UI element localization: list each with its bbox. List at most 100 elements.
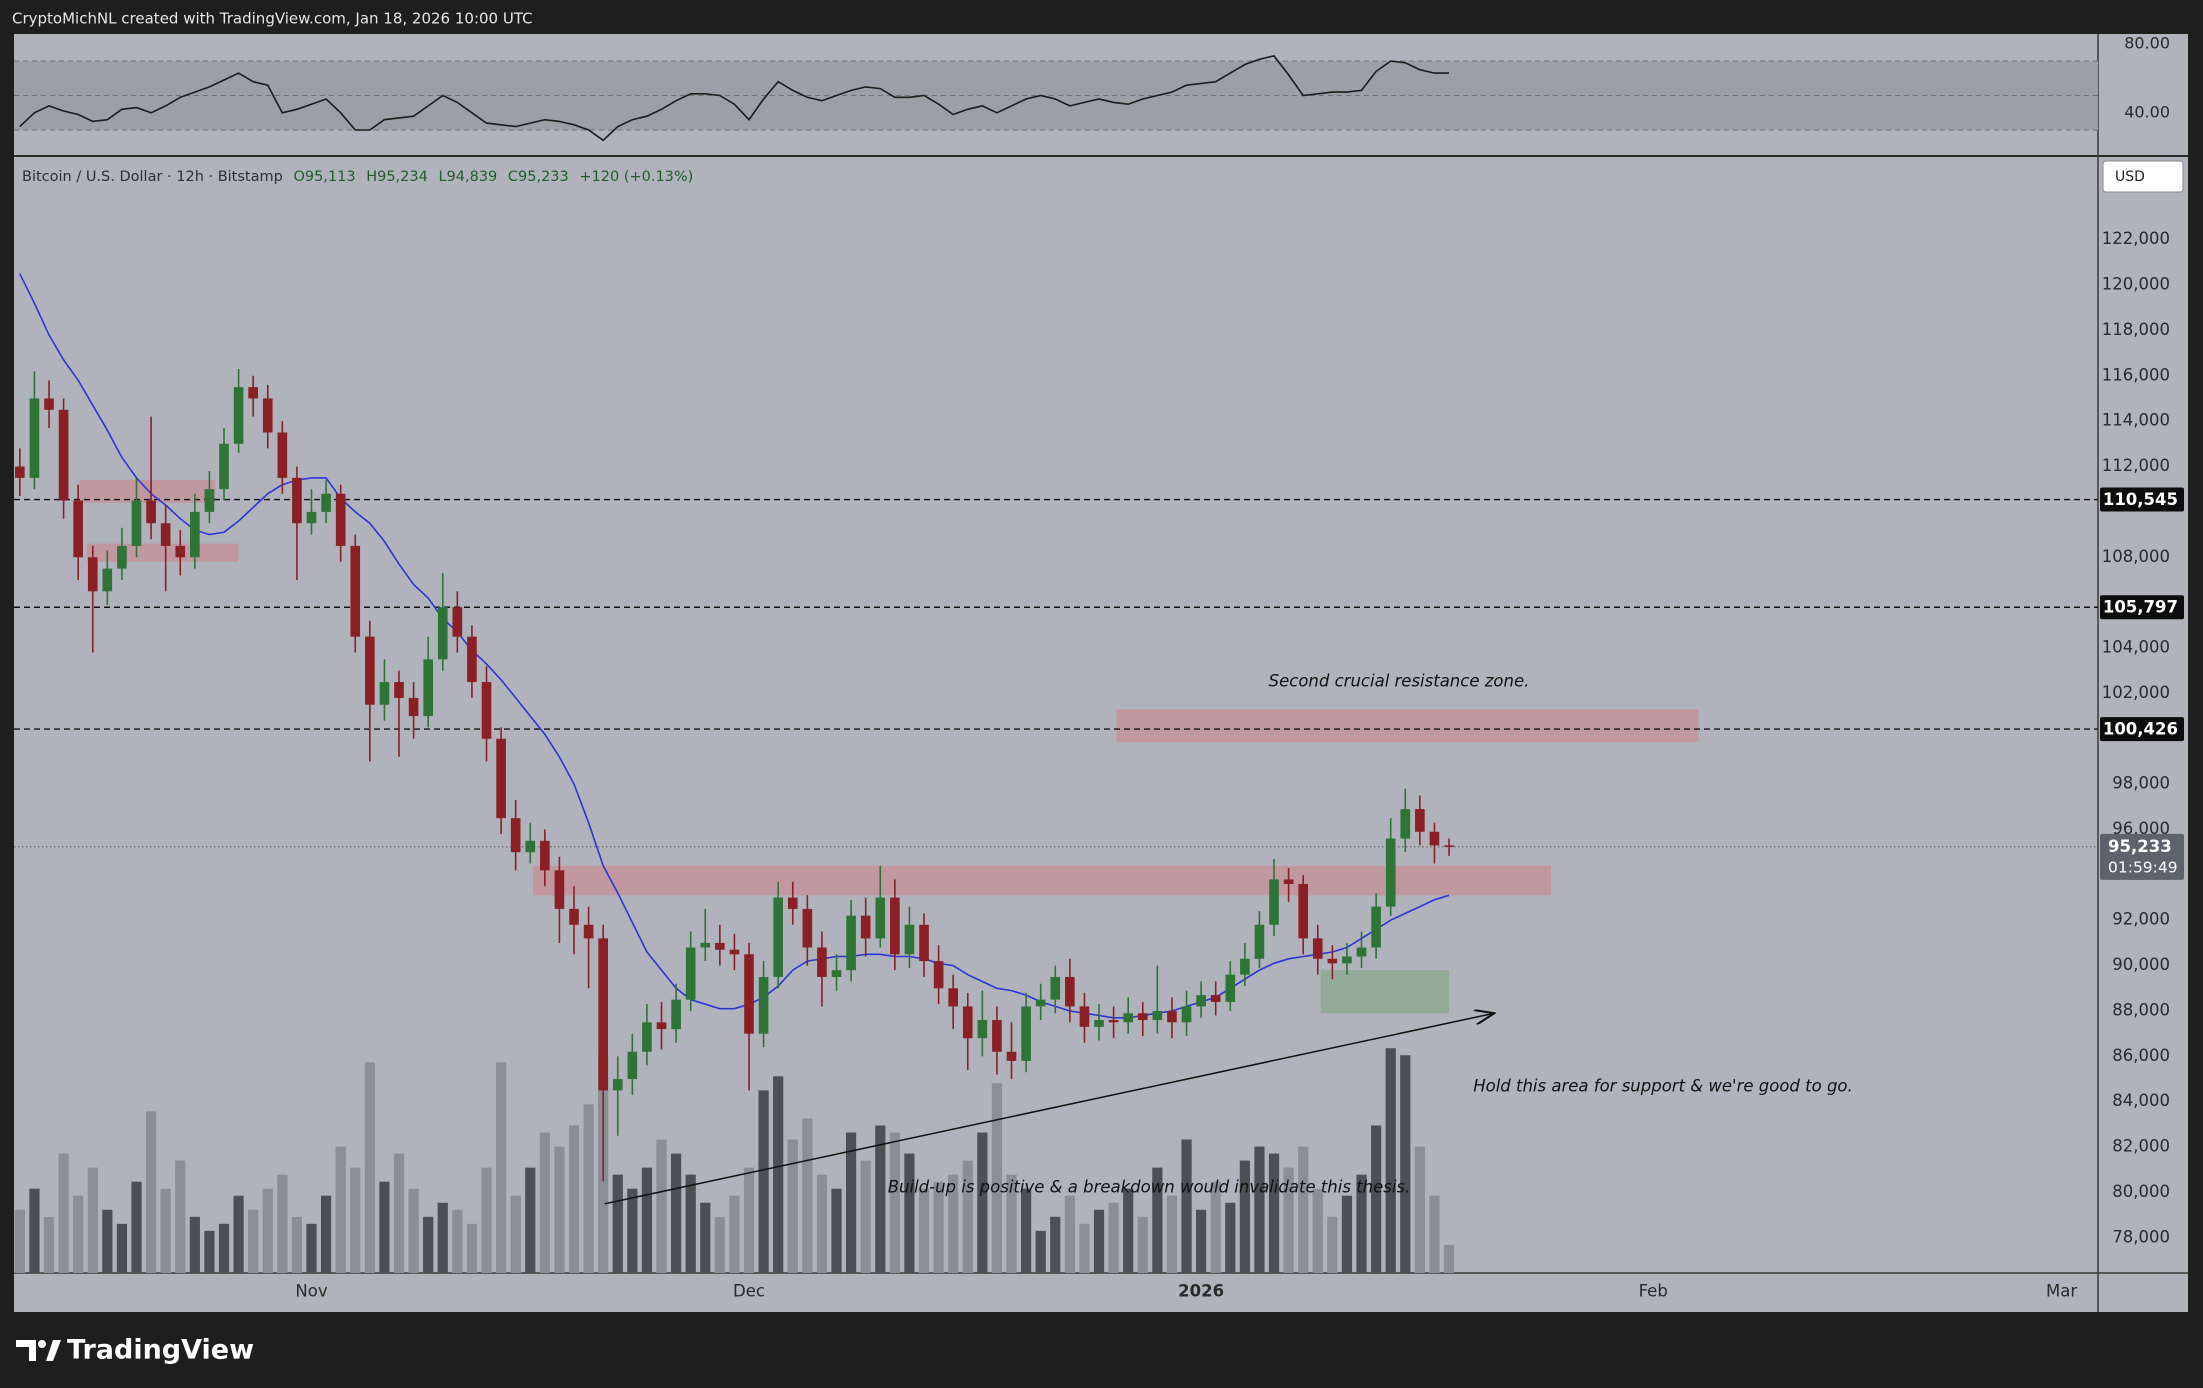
price-zone <box>533 865 1552 896</box>
candle-body <box>846 915 856 971</box>
volume-bar <box>1414 1146 1425 1273</box>
candle-body <box>292 477 302 524</box>
candle-body <box>700 942 711 948</box>
x-tick-label: Nov <box>295 1282 327 1301</box>
volume-bar <box>1196 1209 1207 1273</box>
candle-body <box>1356 947 1367 957</box>
volume-bar <box>743 1167 755 1273</box>
candle-body <box>394 682 404 698</box>
status-line: Bitcoin / U.S. Dollar · 12h · Bitstamp O… <box>22 169 693 185</box>
volume-bar <box>248 1209 259 1273</box>
logo-dot <box>38 1340 46 1348</box>
rsi-plot <box>14 55 2098 142</box>
volume-bar <box>350 1167 361 1273</box>
volume-bar <box>889 1132 900 1273</box>
currency-button[interactable] <box>2102 160 2184 193</box>
volume-bar <box>1181 1139 1192 1273</box>
candle-body <box>1065 976 1075 1007</box>
axes: 80.00 40.00 122,000 120,000 118,000 116,000 11… <box>295 33 2184 1301</box>
volume-bar <box>875 1125 886 1273</box>
candle-body <box>15 466 25 478</box>
candle-body <box>1152 1010 1163 1021</box>
volume-bar <box>962 1160 973 1273</box>
candle-body <box>350 545 361 637</box>
volume-bar <box>1093 1209 1105 1273</box>
volume-bar <box>218 1223 230 1273</box>
candle-body <box>1429 831 1440 846</box>
candle-body <box>423 659 433 717</box>
candle-body <box>992 1020 1002 1052</box>
candle-body <box>525 840 536 853</box>
y-tick-label: 112,000 <box>2102 456 2170 475</box>
volume-bar <box>87 1167 98 1273</box>
volume-bar <box>685 1174 696 1273</box>
candle-body <box>1108 1020 1119 1023</box>
candle-body <box>146 500 156 524</box>
candle-body <box>58 409 69 501</box>
volume-bar <box>714 1216 725 1273</box>
logo-mark <box>46 1340 61 1361</box>
candle-body <box>875 897 886 939</box>
candle-body <box>262 398 273 433</box>
y-tick-label: 114,000 <box>2102 411 2170 430</box>
candle-body <box>1312 938 1323 959</box>
volume-bar <box>1035 1230 1046 1273</box>
volume-bar <box>991 1083 1003 1273</box>
candle-body <box>627 1051 638 1080</box>
candle-body <box>1327 958 1338 964</box>
volume-bar <box>525 1167 536 1273</box>
candle-body <box>510 818 521 853</box>
candle-body <box>933 961 944 989</box>
rsi-tick-label: 80.00 <box>2124 33 2170 52</box>
volume-bar <box>1312 1188 1323 1273</box>
candle-body <box>1444 845 1454 847</box>
candle-body <box>1123 1013 1134 1023</box>
level-tag-label: 105,797 <box>2103 598 2178 617</box>
volume-bar <box>204 1230 215 1273</box>
candle-body <box>379 682 390 705</box>
candle-body <box>204 489 215 512</box>
volume-bar <box>306 1223 317 1273</box>
candle-body <box>569 908 579 925</box>
candle-body <box>496 738 506 819</box>
volume-bar <box>1225 1202 1236 1273</box>
candle-body <box>583 924 594 939</box>
volume-bar <box>641 1167 653 1273</box>
symbol: Bitcoin / U.S. Dollar · 12h · Bitstamp <box>22 169 283 185</box>
y-tick-label: 104,000 <box>2102 638 2170 657</box>
volume-bar <box>1079 1223 1090 1273</box>
candle-body <box>190 511 200 558</box>
y-tick-label: 96,000 <box>2112 819 2170 838</box>
candle-body <box>1079 1006 1090 1027</box>
candle-body <box>671 999 681 1030</box>
candle-body <box>656 1022 667 1030</box>
candle-body <box>685 947 696 1000</box>
candle-body <box>1342 956 1352 964</box>
candle-body <box>1050 976 1061 1000</box>
chart-background <box>14 34 2188 1312</box>
candle-body <box>248 387 258 399</box>
candle-body <box>29 398 40 478</box>
volume-bar <box>758 1090 769 1273</box>
candle-body <box>890 897 900 955</box>
candle-body <box>1094 1020 1104 1027</box>
currency-label[interactable]: USD <box>2115 169 2145 185</box>
volume-bar <box>364 1062 375 1273</box>
candle-body <box>1400 809 1411 839</box>
volume-bar <box>918 1188 930 1273</box>
candle-body <box>1254 924 1265 959</box>
volume-bar <box>437 1202 448 1273</box>
candle-body <box>1021 1006 1031 1061</box>
volume-bar <box>787 1139 798 1273</box>
volume-bar <box>554 1146 565 1273</box>
candle-body <box>715 942 725 950</box>
volume-bar <box>379 1181 390 1273</box>
volume-bar <box>1298 1146 1309 1273</box>
candle-body <box>102 568 113 592</box>
candle-body <box>408 697 419 717</box>
candle-body <box>481 682 492 739</box>
level-tag-label: 110,545 <box>2103 490 2178 509</box>
candle-body <box>1137 1013 1148 1021</box>
volume-bar <box>1152 1167 1163 1273</box>
volume-bar <box>583 1104 594 1273</box>
